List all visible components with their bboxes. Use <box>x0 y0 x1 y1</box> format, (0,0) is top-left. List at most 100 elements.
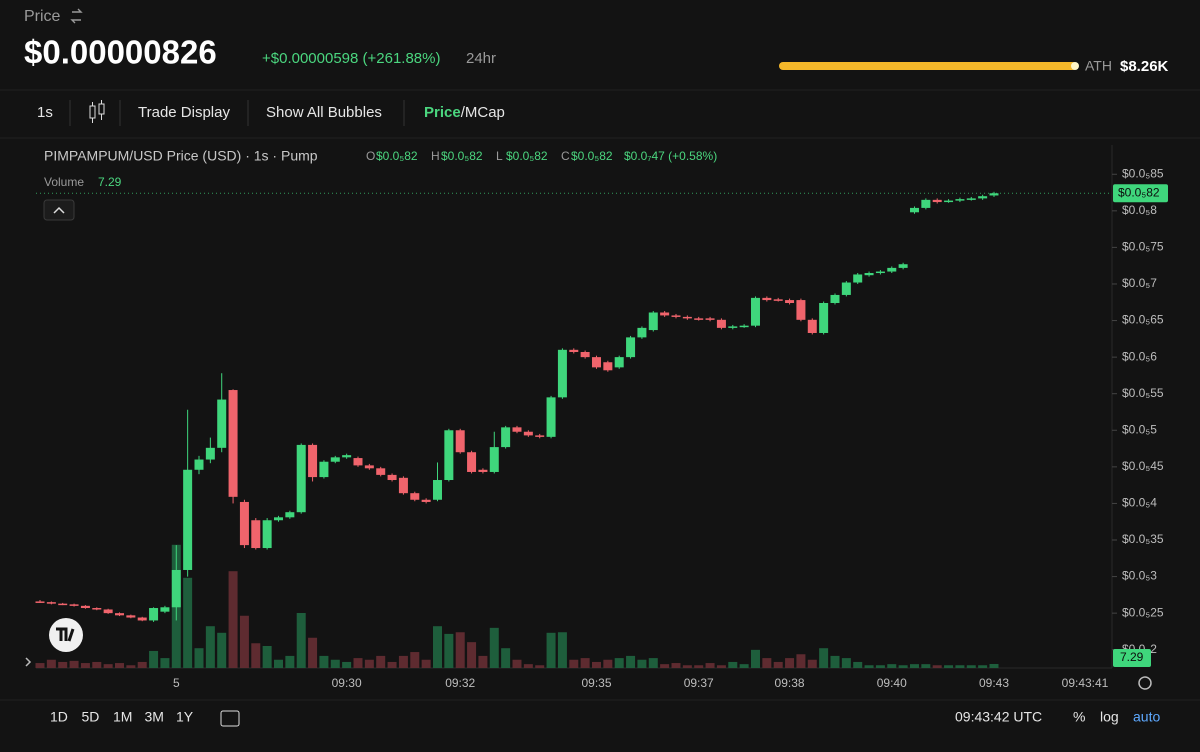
volume-bar <box>114 663 124 668</box>
candle-body <box>637 327 647 338</box>
volume-bar <box>546 632 556 668</box>
x-tick-label: 09:43 <box>979 676 1009 690</box>
plot: $0.0₅2$0.0₅25$0.0₅3$0.0₅35$0.0₅4$0.0₅45$… <box>35 166 1168 690</box>
volume-bar <box>92 661 102 668</box>
range-button[interactable]: 5D <box>82 709 100 725</box>
volume-bar <box>353 658 363 668</box>
price-change: +$0.00000598 (+261.88%) <box>262 50 440 67</box>
candle-body <box>785 300 795 303</box>
volume-bar <box>773 661 783 668</box>
price-label: Price <box>24 8 61 25</box>
candle-body <box>909 207 919 213</box>
x-tick-label: 09:37 <box>684 676 714 690</box>
volume-bar <box>626 655 636 668</box>
mcap-option[interactable]: /MCap <box>461 104 505 121</box>
volume-bar <box>387 661 397 668</box>
candle-body <box>660 312 670 316</box>
volume-bar <box>978 665 988 668</box>
volume-bar <box>285 655 295 668</box>
volume-bar <box>898 665 908 668</box>
range-button[interactable]: 1Y <box>176 709 194 725</box>
volume-bar <box>330 659 340 668</box>
expand-arrow[interactable] <box>25 657 32 667</box>
range-button[interactable]: 1M <box>113 709 132 725</box>
candle-body <box>126 615 136 618</box>
collapse-button[interactable] <box>43 199 75 221</box>
volume-bar <box>149 650 159 668</box>
volume-bar <box>80 663 90 668</box>
volume-bar <box>239 615 249 668</box>
ohlc-key: L <box>496 149 503 163</box>
trade-display-button[interactable]: Trade Display <box>138 104 230 121</box>
volume-bar <box>966 665 976 668</box>
candle-body <box>819 302 829 333</box>
volume-bar <box>785 658 795 668</box>
candle-body <box>955 199 965 201</box>
candle-body <box>978 196 988 199</box>
volume-bar <box>467 642 477 668</box>
y-tick-label: $0.0₅6 <box>1122 349 1157 363</box>
y-tick-label: $0.0₅75 <box>1122 240 1164 254</box>
candle-body <box>330 457 340 462</box>
tv-logo-mark <box>56 627 75 642</box>
price-option[interactable]: Price <box>424 104 461 121</box>
candle-body <box>478 469 488 472</box>
y-tick-label: $0.0₅4 <box>1122 496 1157 510</box>
candle-body <box>728 326 738 328</box>
candle-body <box>228 390 238 497</box>
volume-bar <box>762 658 772 668</box>
candle-body <box>750 297 760 326</box>
volume-bar <box>160 658 170 668</box>
volume-legend-label: Volume <box>44 175 84 189</box>
x-tick-label: 09:30 <box>332 676 362 690</box>
volume-bar <box>955 665 965 668</box>
candle-body <box>217 399 227 448</box>
volume-bar <box>660 664 670 668</box>
ohlc-key: C <box>561 149 570 163</box>
bubbles-button[interactable]: Show All Bubbles <box>266 104 382 121</box>
range-button[interactable]: 3M <box>145 709 164 725</box>
volume-bar <box>853 661 863 668</box>
interval-button[interactable]: 1s <box>37 104 53 121</box>
volume-bar <box>217 632 227 668</box>
price-mcap-toggle[interactable]: Price/MCap <box>424 104 505 121</box>
swap-icon[interactable] <box>70 8 83 24</box>
candle-body <box>535 435 545 437</box>
percent-toggle[interactable]: % <box>1073 709 1085 725</box>
candle-body <box>455 430 465 453</box>
candle-body <box>944 200 954 203</box>
candle-body <box>285 512 295 518</box>
volume-bar <box>46 659 56 668</box>
volume-bar <box>69 660 79 668</box>
candle-body <box>353 458 363 466</box>
settings-icon[interactable] <box>1138 676 1152 690</box>
volume-bar <box>512 659 522 668</box>
auto-toggle[interactable]: auto <box>1133 709 1160 725</box>
current-price: $0.00000826 <box>24 34 217 71</box>
volume-bar <box>569 659 579 668</box>
volume-bar <box>921 664 931 668</box>
candle-type-button[interactable] <box>89 100 105 123</box>
volume-bar <box>796 654 806 668</box>
candle-body <box>137 617 147 621</box>
volume-bar <box>841 658 851 668</box>
volume-bar <box>273 659 283 668</box>
ath-sparkle <box>1071 62 1079 70</box>
ohlc-key: H <box>431 149 440 163</box>
ath-progress <box>779 62 1077 70</box>
volume-bar <box>830 655 840 668</box>
volume-bar <box>875 665 885 668</box>
last-price-badge <box>1113 184 1168 203</box>
range-button[interactable]: 1D <box>50 709 68 725</box>
candle-body <box>58 603 68 606</box>
log-toggle[interactable]: log <box>1100 709 1119 725</box>
ohlc-key: O <box>366 149 375 163</box>
candle-body <box>921 199 931 208</box>
x-tick-label: 5 <box>173 676 180 690</box>
candle-body <box>387 474 397 481</box>
y-tick-label: $0.0₅8 <box>1122 203 1157 217</box>
candle-body <box>523 431 533 436</box>
calendar-icon[interactable] <box>220 710 240 727</box>
x-tick-label: 09:35 <box>581 676 611 690</box>
candle-body <box>614 357 624 368</box>
